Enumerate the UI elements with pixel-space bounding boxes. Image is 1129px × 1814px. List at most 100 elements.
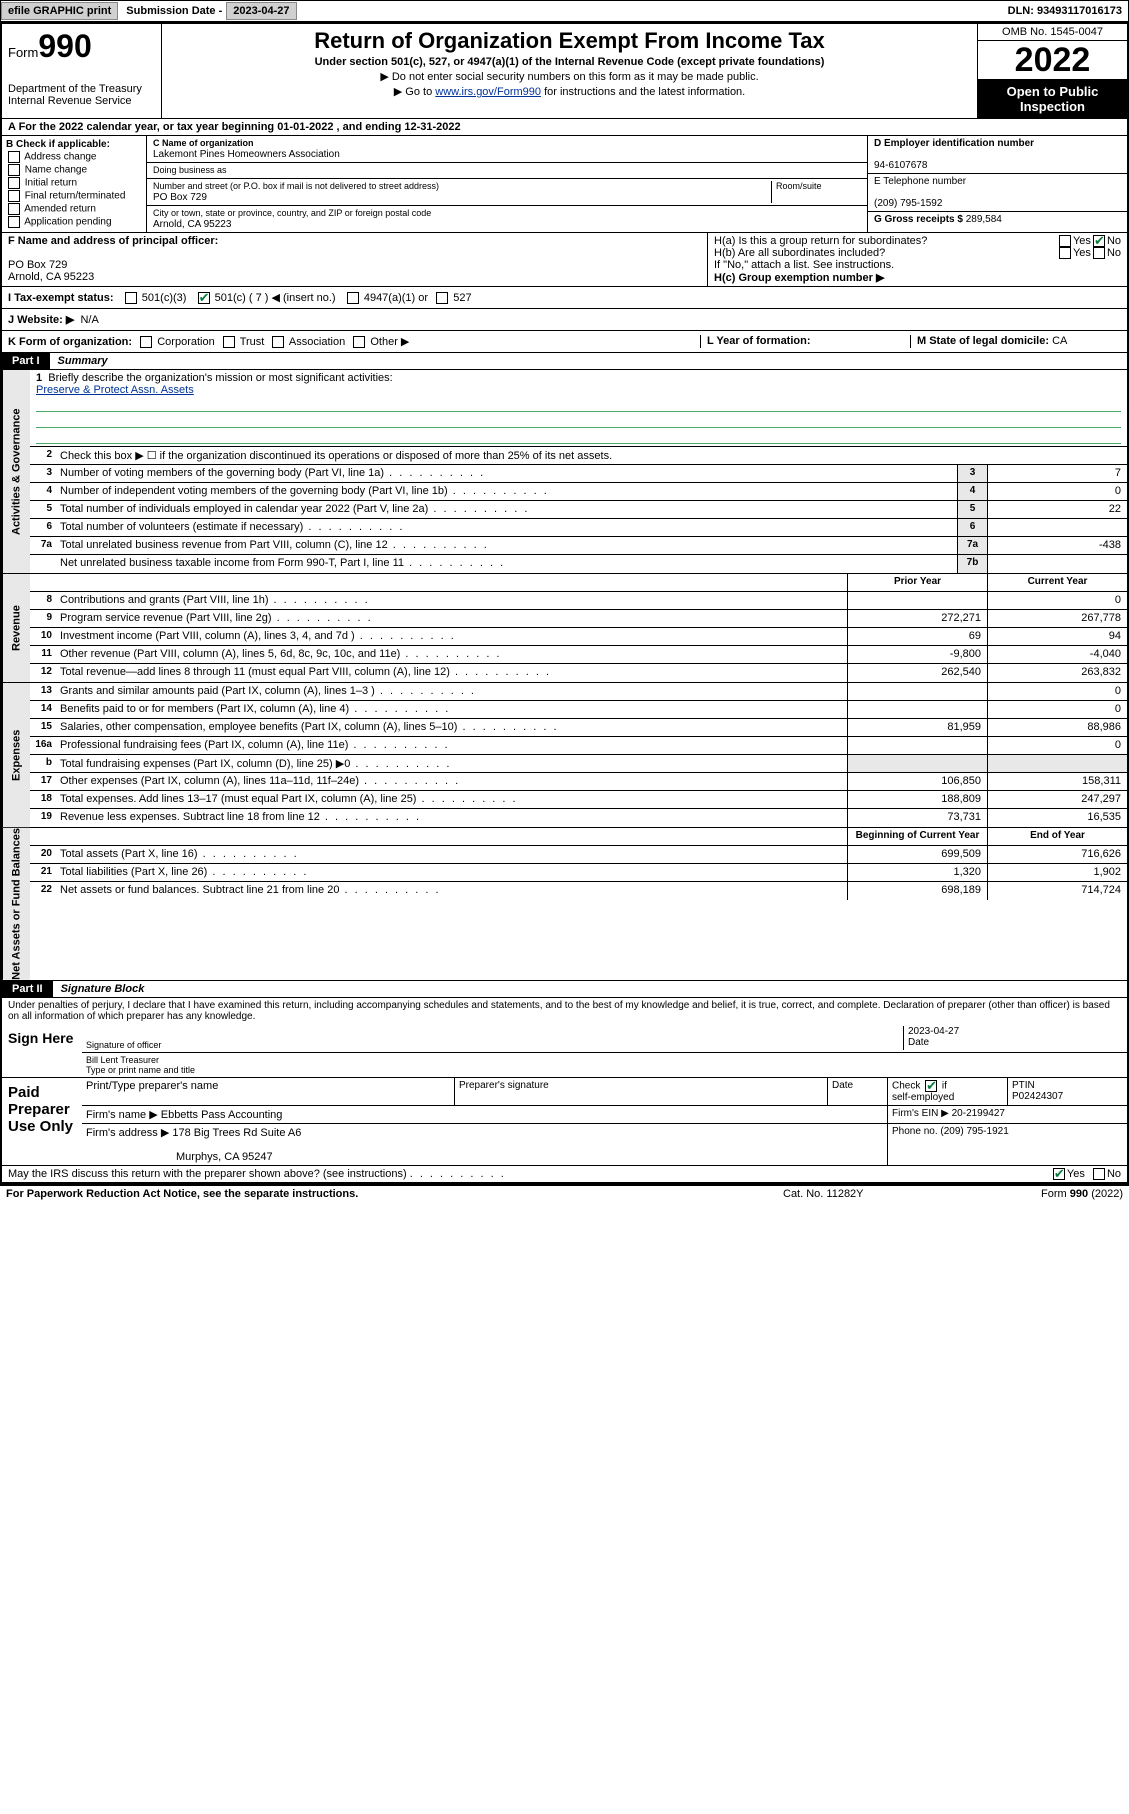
form-note1: ▶ Do not enter social security numbers o… (168, 70, 971, 83)
irs-label: Internal Revenue Service (8, 95, 155, 107)
page-footer: For Paperwork Reduction Act Notice, see … (0, 1185, 1129, 1202)
efile-print-button[interactable]: efile GRAPHIC print (1, 2, 118, 20)
sig-name-label: Type or print name and title (86, 1065, 1123, 1075)
sec-f: F Name and address of principal officer:… (2, 233, 707, 286)
chk-501c[interactable] (198, 292, 210, 304)
sec-f-label: F Name and address of principal officer: (8, 235, 218, 247)
vlabel-3: Net Assets or Fund Balances (2, 828, 30, 980)
row-j-website: J Website: ▶ N/A (2, 309, 1127, 331)
sum-row: 14Benefits paid to or for members (Part … (30, 701, 1127, 719)
row-f-h: F Name and address of principal officer:… (2, 233, 1127, 287)
sum-row: 17Other expenses (Part IX, column (A), l… (30, 773, 1127, 791)
chk-address-change[interactable] (8, 151, 20, 163)
chk-501c3[interactable] (125, 292, 137, 304)
sum-row: 13Grants and similar amounts paid (Part … (30, 683, 1127, 701)
chk-initial-return[interactable] (8, 177, 20, 189)
hb-yes-checkbox[interactable] (1059, 247, 1071, 259)
row-l-label: L Year of formation: (707, 335, 811, 347)
signature-block: Sign Here Signature of officer 2023-04-2… (2, 1024, 1127, 1183)
hb-no-checkbox[interactable] (1093, 247, 1105, 259)
form990-link[interactable]: www.irs.gov/Form990 (435, 86, 541, 98)
lbl-501c: 501(c) ( 7 ) ◀ (insert no.) (215, 292, 336, 304)
foot-catno: Cat. No. 11282Y (783, 1188, 963, 1200)
summary-container: Activities & Governance1 Briefly describ… (2, 370, 1127, 981)
firm-name: Ebbetts Pass Accounting (161, 1109, 283, 1121)
chk-application-pending[interactable] (8, 216, 20, 228)
ha-no-checkbox[interactable] (1093, 235, 1105, 247)
sum-row: 20Total assets (Part X, line 16)699,5097… (30, 846, 1127, 864)
row-a-tax-year: A For the 2022 calendar year, or tax yea… (2, 119, 1127, 136)
part2-title: Signature Block (53, 981, 153, 997)
chk-other-[interactable] (353, 336, 365, 348)
street-label: Number and street (or P.O. box if mail i… (153, 181, 439, 191)
sum-row: 2Check this box ▶ ☐ if the organization … (30, 447, 1127, 465)
submission-date-button[interactable]: 2023-04-27 (226, 2, 296, 20)
col-b-header: B Check if applicable: (6, 139, 142, 150)
paid-prep-label: Paid Preparer Use Only (2, 1078, 82, 1165)
form-header: Form990 Department of the Treasury Inter… (2, 24, 1127, 119)
part1-header: Part I Summary (2, 353, 1127, 370)
row-j-label: J Website: ▶ (8, 314, 74, 326)
phone-lbl: Phone no. (892, 1126, 940, 1137)
sum-row: 21Total liabilities (Part X, line 26)1,3… (30, 864, 1127, 882)
may-irs-no-checkbox[interactable] (1093, 1168, 1105, 1180)
firm-ein-lbl: Firm's EIN ▶ (892, 1108, 952, 1119)
sum-row: 8Contributions and grants (Part VIII, li… (30, 592, 1127, 610)
summary-section-0: Activities & Governance1 Briefly describ… (2, 370, 1127, 574)
form-title: Return of Organization Exempt From Incom… (168, 28, 971, 54)
ha-yes-checkbox[interactable] (1059, 235, 1071, 247)
chk-amended-return[interactable] (8, 203, 20, 215)
website-value: N/A (80, 314, 98, 326)
sum-row: 5Total number of individuals employed in… (30, 501, 1127, 519)
city-label: City or town, state or province, country… (153, 208, 431, 218)
dln-label: DLN: 93493117016173 (1008, 5, 1128, 17)
ha-label: H(a) Is this a group return for subordin… (714, 235, 1057, 247)
summary-section-1: RevenuePrior YearCurrent Year8Contributi… (2, 574, 1127, 683)
chk-trust[interactable] (223, 336, 235, 348)
mission-link[interactable]: Preserve & Protect Assn. Assets (36, 384, 194, 396)
room-label: Room/suite (776, 181, 822, 191)
sum-row: 12Total revenue—add lines 8 through 11 (… (30, 664, 1127, 682)
chk-name-change[interactable] (8, 164, 20, 176)
sum-row: 4Number of independent voting members of… (30, 483, 1127, 501)
hc-label: H(c) Group exemption number ▶ (714, 271, 1121, 284)
penalties-text: Under penalties of perjury, I declare th… (2, 998, 1127, 1024)
part2-name: Part II (2, 981, 53, 997)
open-inspection: Open to Public Inspection (978, 80, 1127, 118)
tel-label: E Telephone number (874, 176, 966, 187)
sig-officer-label: Signature of officer (86, 1040, 903, 1050)
sum-row: 9Program service revenue (Part VIII, lin… (30, 610, 1127, 628)
sum-row: bTotal fundraising expenses (Part IX, co… (30, 755, 1127, 773)
chk-corporation[interactable] (140, 336, 152, 348)
row-k-label: K Form of organization: (8, 336, 132, 348)
sum-row: 7aTotal unrelated business revenue from … (30, 537, 1127, 555)
foot-paperwork: For Paperwork Reduction Act Notice, see … (6, 1188, 783, 1200)
chk-self-employed[interactable] (925, 1080, 937, 1092)
lbl-4947: 4947(a)(1) or (364, 292, 428, 304)
row-i-tax-status: I Tax-exempt status: 501(c)(3) 501(c) ( … (2, 287, 1127, 309)
chk-4947[interactable] (347, 292, 359, 304)
header-left: Form990 Department of the Treasury Inter… (2, 24, 162, 118)
part1-title: Summary (50, 353, 116, 369)
note2-a: ▶ Go to (394, 86, 435, 98)
header-right: OMB No. 1545-0047 2022 Open to Public In… (977, 24, 1127, 118)
street-value: PO Box 729 (153, 192, 207, 203)
row-i-label: I Tax-exempt status: (8, 292, 114, 304)
submission-label: Submission Date - (126, 5, 222, 17)
row-m-label: M State of legal domicile: (917, 335, 1052, 347)
prep-ptin-hdr: PTINP02424307 (1007, 1078, 1127, 1105)
chk-association[interactable] (272, 336, 284, 348)
name-label: C Name of organization (153, 138, 254, 148)
chk-final-return-terminated[interactable] (8, 190, 20, 202)
sig-date: 2023-04-27 (908, 1026, 1123, 1037)
firm-addr1: 178 Big Trees Rd Suite A6 (172, 1127, 301, 1139)
may-irs-label: May the IRS discuss this return with the… (8, 1168, 1051, 1180)
summary-section-2: Expenses13Grants and similar amounts pai… (2, 683, 1127, 828)
form-subtitle: Under section 501(c), 527, or 4947(a)(1)… (168, 56, 971, 68)
ptin-value: P02424307 (1012, 1091, 1063, 1102)
may-irs-yes-checkbox[interactable] (1053, 1168, 1065, 1180)
row-k-form-org: K Form of organization: Corporation Trus… (2, 331, 1127, 353)
firm-addr-lbl: Firm's address ▶ (86, 1127, 172, 1139)
dba-label: Doing business as (153, 165, 227, 175)
chk-527[interactable] (436, 292, 448, 304)
